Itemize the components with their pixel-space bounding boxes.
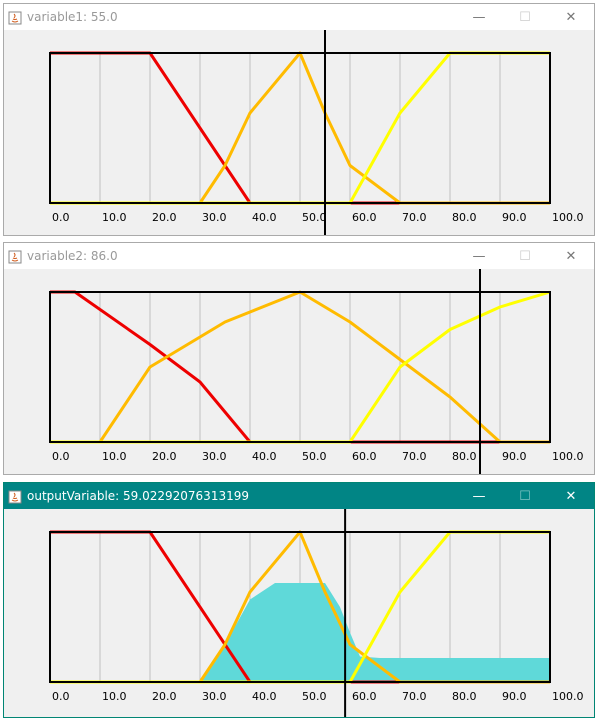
x-tick-label: 50.0 <box>302 450 327 463</box>
window-title: variable1: 55.0 <box>27 10 118 24</box>
title-bar[interactable]: outputVariable: 59.02292076313199 — ☐ ✕ <box>4 483 594 509</box>
x-tick-label: 40.0 <box>252 450 277 463</box>
java-app-icon <box>8 10 22 25</box>
x-tick-label: 100.0 <box>552 450 584 463</box>
membership-chart: 0.0 10.0 20.0 30.0 40.0 50.0 60.0 70.0 80.0 90.0 1… <box>49 509 584 717</box>
membership-line-0 <box>50 290 500 444</box>
maximize-button[interactable]: ☐ <box>519 488 531 504</box>
x-tick-label: 60.0 <box>352 450 377 463</box>
x-tick-label: 50.0 <box>302 211 327 224</box>
x-tick-label: 30.0 <box>202 450 227 463</box>
minimize-button[interactable]: — <box>472 9 486 25</box>
x-tick-label: 30.0 <box>202 211 227 224</box>
java-app-icon <box>8 249 22 264</box>
x-tick-label: 90.0 <box>502 211 527 224</box>
chart-panel: 0.0 10.0 20.0 30.0 40.0 50.0 60.0 70.0 80.0 90.0 1… <box>4 269 594 474</box>
x-tick-label: 90.0 <box>502 450 527 463</box>
membership-chart: 0.0 10.0 20.0 30.0 40.0 50.0 60.0 70.0 80.0 90.0 1… <box>49 30 584 235</box>
x-tick-label: 20.0 <box>152 690 177 703</box>
plot-frame <box>49 291 551 443</box>
x-tick-label: 10.0 <box>102 211 127 224</box>
plot-frame <box>49 531 551 683</box>
window-title: variable2: 86.0 <box>27 249 118 263</box>
x-tick-label: 10.0 <box>102 450 127 463</box>
plot-frame <box>49 52 551 204</box>
x-tick-label: 40.0 <box>252 690 277 703</box>
x-tick-label: 70.0 <box>402 450 427 463</box>
maximize-button[interactable]: ☐ <box>519 248 531 264</box>
variable1-window[interactable]: variable1: 55.0 — ☐ ✕ 0.0 10.0 20.0 30.0 40.… <box>3 3 595 236</box>
x-tick-label: 30.0 <box>202 690 227 703</box>
x-tick-label: 70.0 <box>402 211 427 224</box>
aggregate-area <box>200 583 550 682</box>
window-title: outputVariable: 59.02292076313199 <box>27 489 249 503</box>
output-variable-window[interactable]: outputVariable: 59.02292076313199 — ☐ ✕ … <box>3 482 595 718</box>
x-tick-label: 70.0 <box>402 690 427 703</box>
x-tick-label: 80.0 <box>452 211 477 224</box>
title-bar[interactable]: variable1: 55.0 — ☐ ✕ <box>4 4 594 30</box>
minimize-button[interactable]: — <box>472 488 486 504</box>
membership-line-0 <box>50 51 400 205</box>
x-tick-label: 20.0 <box>152 450 177 463</box>
x-tick-label: 0.0 <box>52 690 70 703</box>
x-tick-label: 100.0 <box>552 690 584 703</box>
x-tick-label: 60.0 <box>352 211 377 224</box>
maximize-button[interactable]: ☐ <box>519 9 531 25</box>
x-tick-label: 100.0 <box>552 211 584 224</box>
x-tick-label: 40.0 <box>252 211 277 224</box>
title-bar[interactable]: variable2: 86.0 — ☐ ✕ <box>4 243 594 269</box>
variable2-window[interactable]: variable2: 86.0 — ☐ ✕ 0.0 10.0 20.0 30.0 40.… <box>3 242 595 475</box>
chart-panel: 0.0 10.0 20.0 30.0 40.0 50.0 60.0 70.0 80.0 90.0 1… <box>4 30 594 235</box>
x-tick-label: 20.0 <box>152 211 177 224</box>
close-button[interactable]: ✕ <box>565 248 577 264</box>
chart-panel: 0.0 10.0 20.0 30.0 40.0 50.0 60.0 70.0 80.0 90.0 1… <box>4 509 594 717</box>
x-tick-label: 80.0 <box>452 690 477 703</box>
java-app-icon <box>8 489 22 504</box>
close-button[interactable]: ✕ <box>565 9 577 25</box>
minimize-button[interactable]: — <box>472 248 486 264</box>
membership-chart: 0.0 10.0 20.0 30.0 40.0 50.0 60.0 70.0 80.0 90.0 1… <box>49 269 584 474</box>
x-tick-label: 0.0 <box>52 211 70 224</box>
x-tick-label: 80.0 <box>452 450 477 463</box>
x-tick-label: 60.0 <box>352 690 377 703</box>
x-tick-label: 10.0 <box>102 690 127 703</box>
close-button[interactable]: ✕ <box>565 488 577 504</box>
x-tick-label: 0.0 <box>52 450 70 463</box>
x-tick-label: 50.0 <box>302 690 327 703</box>
x-tick-label: 90.0 <box>502 690 527 703</box>
membership-line-1 <box>50 290 550 444</box>
